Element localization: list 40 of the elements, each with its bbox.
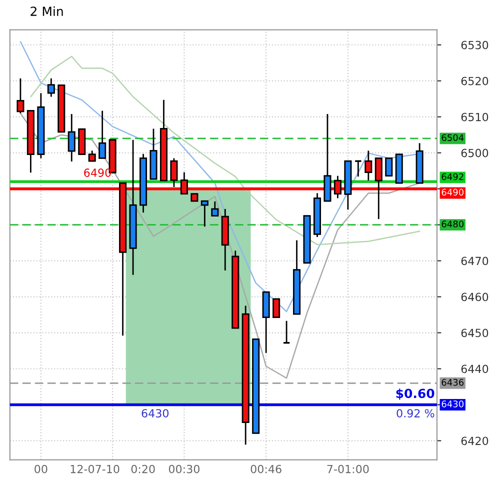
ref-line-label: 6490: [442, 188, 464, 196]
y-tick-label: 6440: [461, 364, 488, 374]
x-tick-label: 00: [34, 464, 48, 474]
y-tick-label: 6530: [461, 40, 488, 50]
ref-line-label: 6504: [442, 134, 464, 142]
candlestick: [180, 172, 188, 195]
candlestick: [385, 158, 393, 177]
y-tick-label: 6470: [461, 256, 488, 266]
chart-title: 2 Min: [30, 6, 63, 16]
candlestick: [374, 158, 382, 220]
y-tick-label: 6520: [461, 76, 488, 86]
annotation: 0.92 %: [396, 409, 434, 418]
y-tick-label: 6420: [461, 436, 488, 446]
y-tick-label: 6460: [461, 292, 488, 302]
candlestick: [334, 175, 342, 199]
candlestick: [170, 158, 178, 188]
y-tick-label: 6510: [461, 112, 488, 122]
candlestick: [364, 150, 372, 182]
annotation: $0.60: [396, 388, 434, 400]
candlestick: [211, 200, 219, 216]
candlestick: [16, 78, 24, 114]
annotation: 6430: [142, 409, 169, 418]
x-tick-label: 00:46: [250, 464, 282, 474]
line-series: [30, 56, 420, 246]
ref-line-label: 6492: [442, 173, 464, 180]
candlestick: [200, 200, 208, 228]
candlestick: [47, 78, 55, 98]
ref-line-label: 6430: [442, 400, 464, 408]
x-tick-label: 12-07-10 0:20: [70, 464, 155, 474]
candlestick: [272, 298, 280, 318]
candlestick: [88, 150, 96, 162]
x-tick-label: 7-01:00: [327, 464, 369, 474]
candlestick: [98, 110, 106, 159]
annotation: 6490: [84, 168, 111, 177]
ref-line-label: 6480: [442, 220, 464, 228]
y-tick-label: 6500: [461, 148, 488, 158]
ref-line-label: 6436: [442, 378, 464, 386]
y-tick-label: 6450: [461, 328, 488, 338]
x-tick-label: 00:30: [168, 464, 200, 474]
candlestick: [68, 113, 76, 162]
